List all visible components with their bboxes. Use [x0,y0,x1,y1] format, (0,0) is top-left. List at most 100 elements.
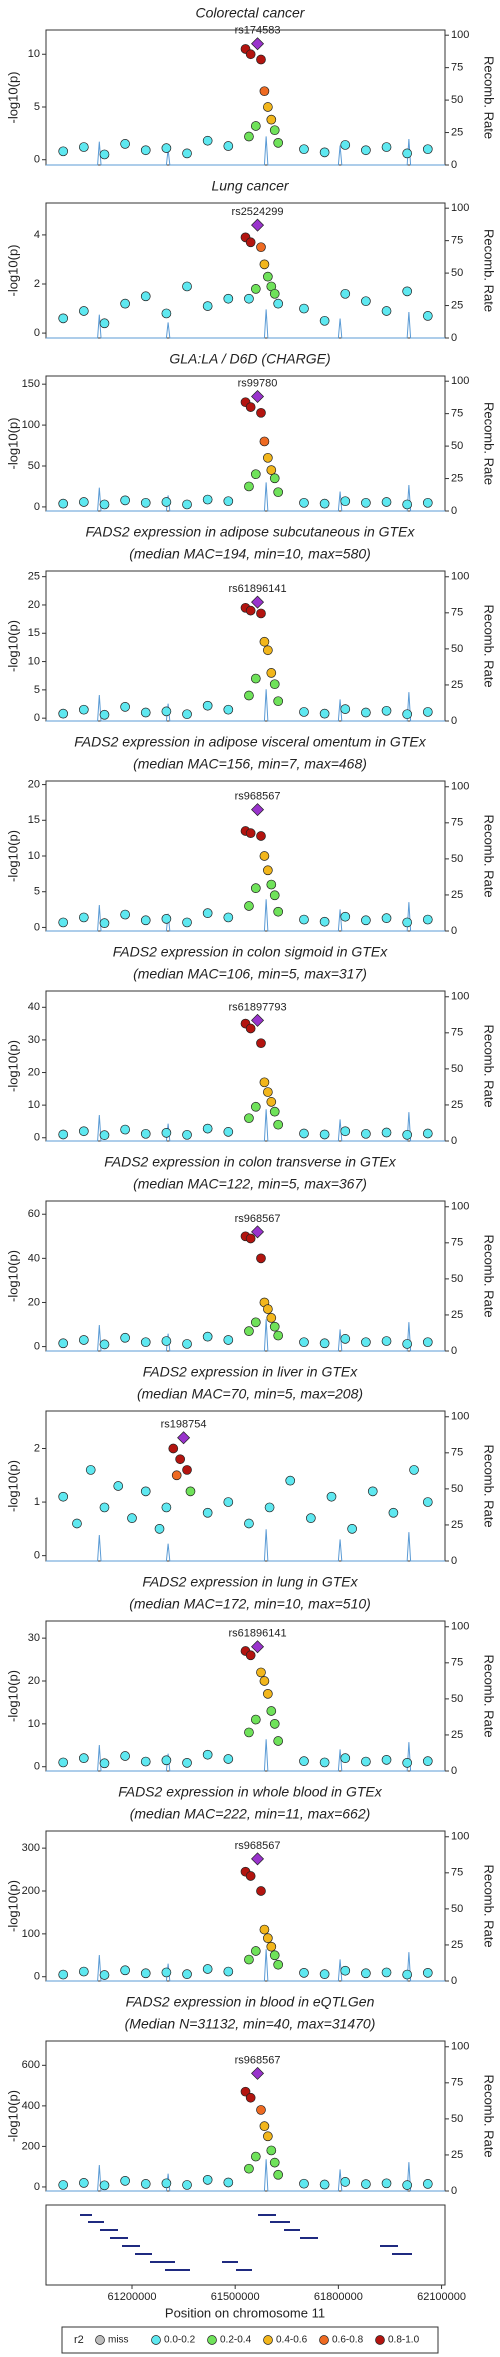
y-axis-title: -log10(p) [5,620,20,672]
snp-point [319,916,330,927]
snp-point [381,497,392,507]
snp-point [161,1127,172,1138]
snp-point [154,1524,165,1534]
snp-point [269,890,280,901]
snp-point [269,1106,280,1117]
snp-point [244,293,254,304]
snp-point [256,608,266,619]
snp-point [269,473,280,484]
y2-tick-label: 50 [451,267,463,279]
snp-point [266,465,277,475]
y2-tick-label: 25 [451,1939,463,1951]
y-tick-label: 40 [28,1252,40,1264]
snp-point [202,1507,213,1518]
y-tick-label: 20 [28,599,40,611]
y2-tick-label: 75 [451,1027,463,1039]
y-tick-label: 5 [34,684,40,696]
snp-point [78,1126,89,1137]
snp-point [99,1339,110,1350]
snp-point [223,704,234,715]
y2-tick-label: 100 [451,2041,469,2053]
snp-point [319,147,330,158]
snp-point [361,497,371,508]
snp-point [340,1334,351,1344]
y2-axis-title: Recomb. Rate [482,814,497,897]
snp-point [250,1946,261,1956]
y2-tick-label: 25 [451,1519,463,1531]
snp-point [245,237,256,248]
legend-label: miss [108,2335,129,2346]
snp-point [319,2179,330,2190]
snp-point [381,142,392,152]
snp-point [161,706,172,717]
y-tick-label: 0 [34,327,40,339]
snp-point [161,1967,172,1978]
snp-point [161,1502,172,1513]
snp-point [402,1339,413,1349]
y-tick-label: 2 [34,278,40,290]
y2-tick-label: 75 [451,817,463,829]
panel-subtitle: (median MAC=172, min=10, max=510) [129,1596,371,1612]
snp-point [299,144,309,155]
lead-snp [251,37,265,51]
snp-point [263,2131,273,2142]
y-tick-label: 5 [34,886,40,898]
y2-tick-label: 0 [451,1345,457,1357]
y-axis-title: -log10(p) [5,1670,20,1722]
snp-point [223,1966,234,1977]
snp-point [259,86,270,97]
y-tick-label: 200 [22,2140,40,2152]
snp-point [381,705,392,716]
legend-swatch [151,2335,161,2345]
y2-tick-label: 100 [451,991,469,1003]
snp-point [266,1706,277,1716]
snp-point [256,1886,266,1896]
plot-frame [45,1620,446,1772]
snp-point [99,149,110,160]
snp-point [402,148,413,159]
y-tick-label: 400 [22,2100,40,2112]
snp-point [340,1753,351,1763]
snp-point [269,1719,280,1729]
snp-point [58,917,69,928]
y-axis-title: -log10(p) [5,1880,20,1932]
snp-point [140,1337,151,1348]
snp-point [245,402,256,412]
lead-snp-label: rs198754 [161,1419,207,1431]
snp-point [269,679,280,690]
y-tick-label: 20 [28,1066,40,1078]
lead-snp-label: rs174583 [235,25,281,37]
genes [80,2214,412,2271]
snp-point [299,1756,309,1766]
lead-snp [251,803,265,817]
snp-point [269,125,280,136]
snp-point [140,497,151,508]
snp-point [244,690,254,701]
snp-point [182,1339,192,1349]
snp-point [340,1126,351,1137]
panel-title: GLA:LA / D6D (CHARGE) [169,351,330,367]
snp-point [273,2169,284,2180]
recomb-line [46,1529,445,1562]
snp-point [381,1127,392,1138]
y2-tick-label: 75 [451,408,463,420]
x-tick-label: 61800000 [314,2291,363,2303]
snp-point [140,915,151,926]
snp-point [402,499,413,510]
snp-point [402,2180,413,2190]
snp-point [319,708,330,719]
snp-point [58,708,69,719]
legend-label: 0.4-0.6 [276,2335,308,2346]
snp-point [340,2177,351,2187]
y2-tick-label: 100 [451,781,469,793]
snp-point [263,1689,273,1699]
snp-point [202,1123,213,1134]
panel-title: FADS2 expression in adipose visceral ome… [74,734,426,750]
snp-point [256,407,266,418]
y-tick-label: 10 [28,655,40,667]
snp-point [127,1513,137,1523]
y-tick-label: 2 [34,1442,40,1454]
y-tick-label: 10 [28,1718,40,1730]
snp-point [78,1753,89,1763]
snp-point [259,436,270,447]
